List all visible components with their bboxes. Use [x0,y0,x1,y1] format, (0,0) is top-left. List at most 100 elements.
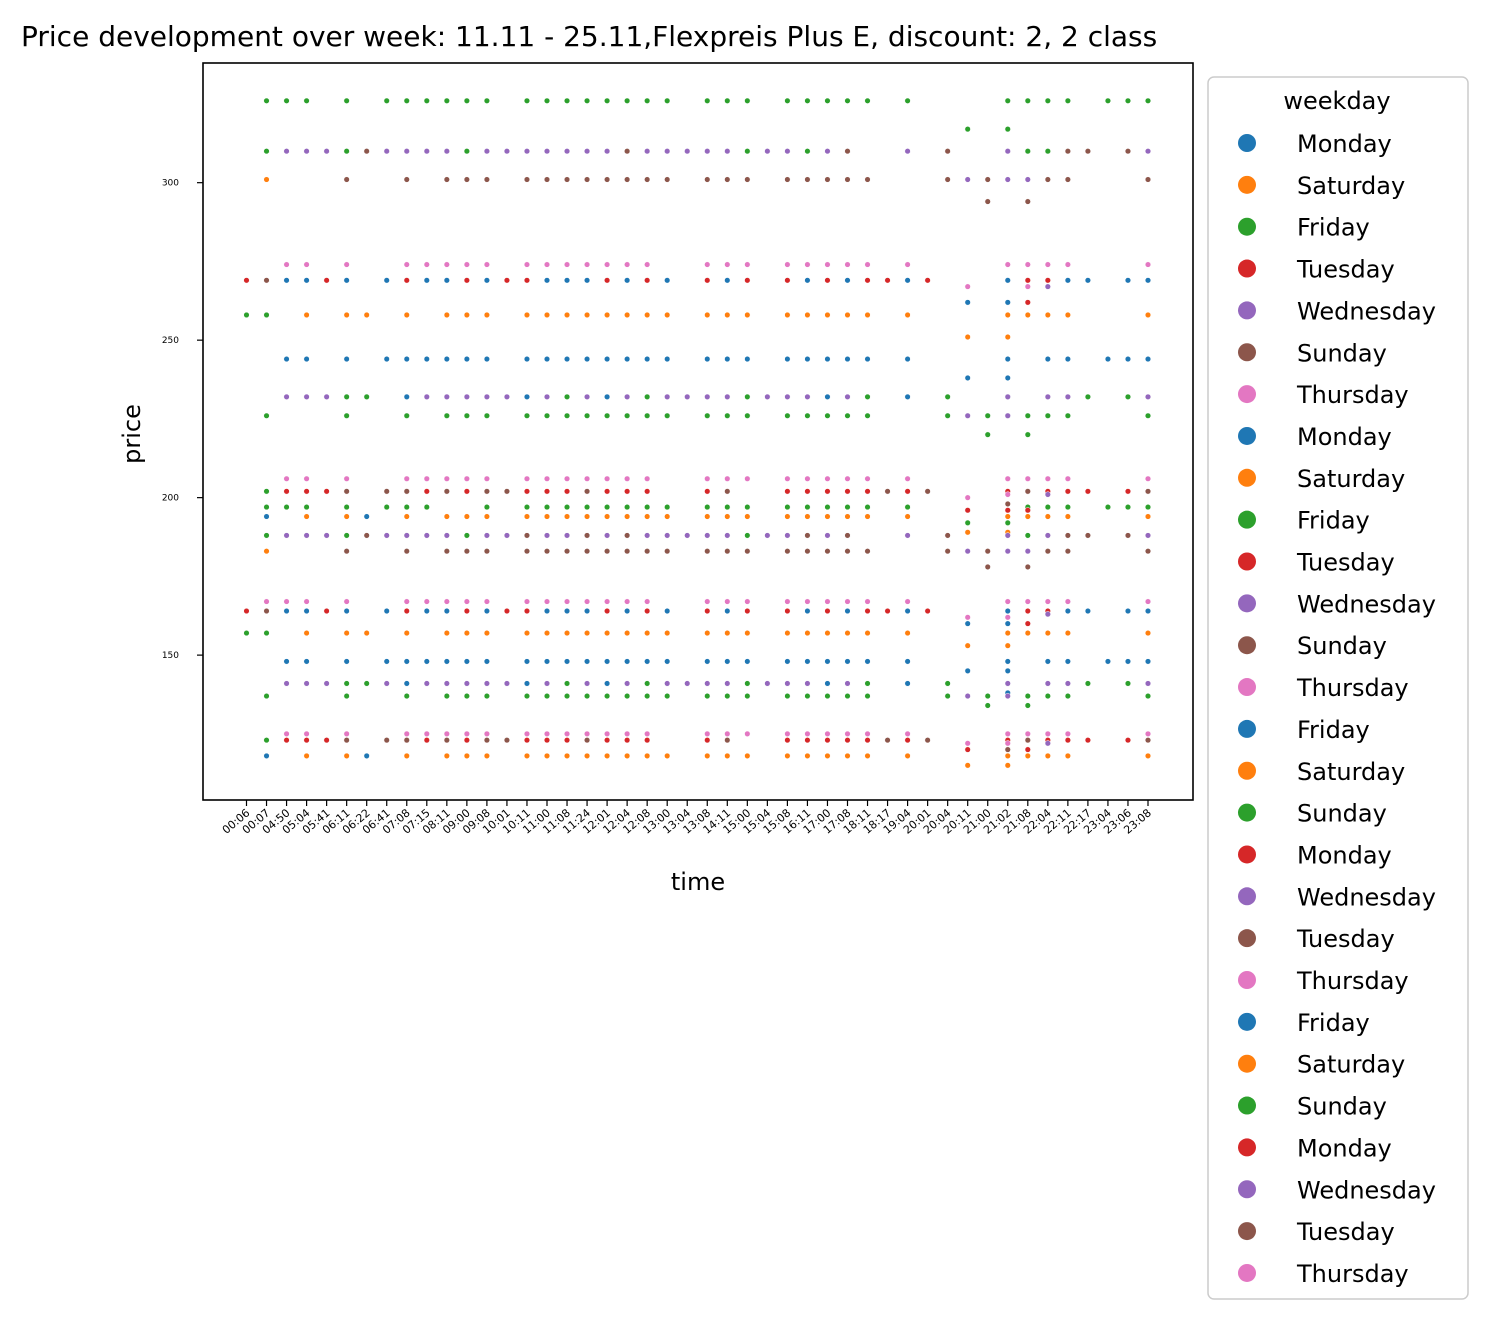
data-point [1144,658,1152,665]
data-point [303,475,310,482]
data-point [263,488,270,495]
data-point [563,607,571,615]
legend-label: Tuesday [1296,256,1395,284]
data-point [283,504,290,511]
data-point [1144,752,1152,759]
data-point [1064,148,1071,155]
data-point [804,412,811,419]
data-point [824,630,831,637]
data-point [644,356,651,363]
data-point [724,277,731,284]
data-point [704,277,711,284]
data-point [984,693,991,700]
data-point [764,148,771,155]
data-point [944,680,951,687]
data-point [1044,513,1051,520]
data-point [724,148,731,155]
data-point [744,532,751,539]
data-point [1064,176,1071,183]
data-point [784,504,791,511]
data-point [483,148,490,155]
data-point [523,548,531,555]
data-point [964,412,971,419]
chart-title: Price development over week: 11.11 - 25.… [21,20,1157,53]
data-point [1144,488,1152,495]
data-point [864,261,871,268]
data-point [1004,519,1011,526]
data-point [383,680,390,687]
data-point [463,607,470,615]
data-point [844,548,851,555]
data-point [1004,642,1011,649]
data-point [363,148,370,155]
data-point [844,475,851,482]
data-point [303,752,310,759]
legend-marker [1238,510,1256,529]
legend-label: Monday [1297,423,1392,451]
data-point [804,513,811,520]
data-point [263,412,270,419]
data-point [904,504,911,511]
data-point [744,548,751,555]
data-point [624,261,631,268]
data-point [844,532,851,539]
data-point [744,356,751,363]
x-axis-label: time [671,868,725,896]
data-point [543,176,551,183]
data-point [604,393,611,400]
data-point [1024,630,1031,637]
data-point [964,614,971,621]
data-point [904,680,911,687]
data-point [644,148,651,155]
data-point [804,488,811,495]
data-point [644,176,651,183]
data-point [604,97,611,104]
legend-marker [1238,719,1256,738]
data-point [483,548,490,555]
data-point [543,737,551,744]
data-point [563,532,571,539]
data-point [363,393,370,400]
data-point [1084,532,1091,539]
data-point [343,752,350,759]
data-point [624,598,631,605]
data-point [1124,97,1132,104]
data-point [483,752,490,759]
data-point [604,548,611,555]
data-point [824,598,831,605]
data-point [1084,277,1091,284]
data-point [864,752,871,759]
data-point [343,148,350,155]
legend-marker [1238,217,1256,236]
data-point [624,277,631,284]
data-point [443,693,450,700]
data-point [403,630,410,637]
data-point [1064,488,1071,495]
data-point [844,277,851,284]
data-point [543,393,551,400]
data-point [644,548,651,555]
data-point [1024,507,1031,514]
data-point [844,658,851,665]
data-point [624,630,631,637]
data-point [483,277,490,284]
data-point [724,630,731,637]
legend: weekday Monday Saturday Friday Tuesday Wedne… [1207,76,1469,1300]
data-point [463,630,470,637]
data-point [744,504,751,511]
data-point [523,532,531,539]
data-point [604,261,611,268]
data-point [483,598,490,605]
data-point [924,607,931,615]
data-point [263,752,270,759]
data-point [1064,261,1071,268]
data-point [283,730,290,737]
data-point [1024,702,1031,709]
data-point [1004,277,1011,284]
data-point [383,532,390,539]
legend-label: Thursday [1296,674,1409,702]
data-point [664,412,671,419]
data-point [604,598,611,605]
data-point [443,548,450,555]
